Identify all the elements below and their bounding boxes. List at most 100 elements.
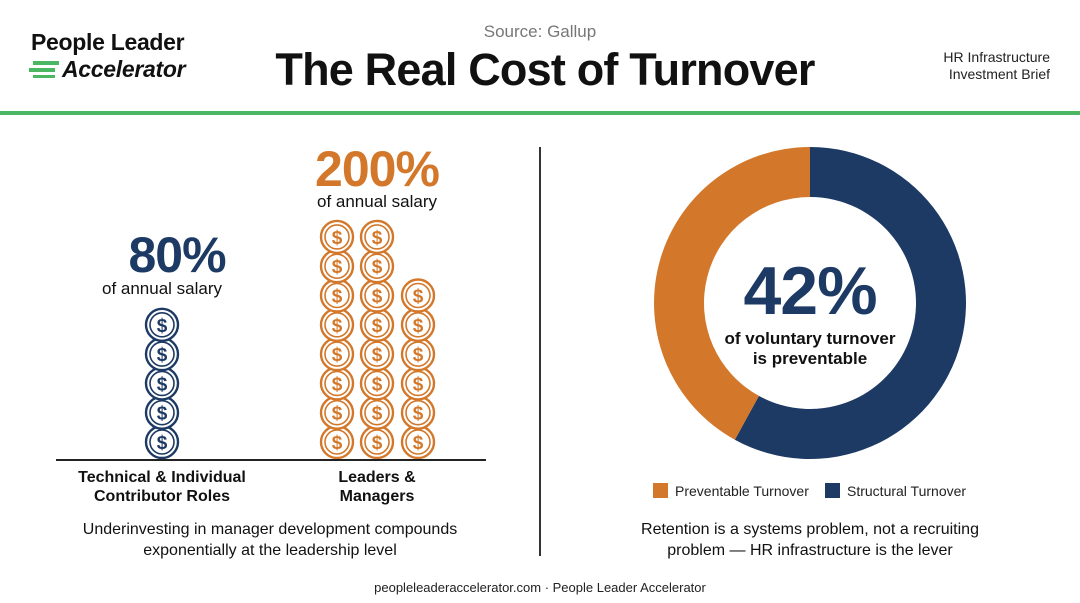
coin-dollar-glyph: $ — [332, 287, 343, 308]
source-label: Source: Gallup — [483, 22, 597, 41]
coin-dollar-glyph: $ — [413, 287, 424, 308]
left-caption-line1: Underinvesting in manager development co… — [82, 521, 458, 538]
coin-inner-ring — [324, 429, 350, 455]
coin-inner-ring — [405, 370, 431, 397]
dollar-coin-icon: $ — [359, 219, 395, 255]
coin-dollar-glyph: $ — [332, 228, 343, 249]
coin-dollar-glyph: $ — [332, 433, 343, 454]
dollar-coin-icon: $ — [144, 366, 180, 401]
dollar-coin-icon: $ — [359, 424, 395, 460]
chart-baseline — [56, 459, 486, 461]
dollar-coin-icon: $ — [319, 366, 355, 401]
coin-dollar-glyph: $ — [413, 404, 424, 425]
category-label-technical-line1: Technical & Individual — [78, 469, 246, 486]
coin-inner-ring — [364, 311, 390, 338]
bar-sublabel-leaders: of annual salary — [316, 192, 438, 211]
right-caption: Retention is a systems problem, not a re… — [600, 519, 1020, 561]
coin-dollar-glyph: $ — [157, 433, 168, 454]
dollar-coin-icon: $ — [319, 424, 355, 460]
left-caption-line2: exponentially at the leadership level — [143, 542, 397, 559]
coin-dollar-glyph: $ — [372, 345, 383, 366]
category-label-technical-line2: Contributor Roles — [94, 488, 230, 505]
right-caption-line1: Retention is a systems problem, not a re… — [641, 521, 979, 538]
coin-inner-ring — [405, 341, 431, 367]
coin-dollar-glyph: $ — [372, 374, 383, 395]
coin-dollar-glyph: $ — [372, 316, 383, 337]
coin-dollar-glyph: $ — [157, 374, 168, 395]
dollar-coin-icon: $ — [319, 278, 355, 313]
coin-inner-ring — [149, 429, 175, 455]
coin-inner-ring — [149, 399, 175, 426]
header-rule — [0, 111, 1080, 115]
coin-inner-ring — [149, 370, 175, 397]
dollar-coin-icon: $ — [359, 366, 395, 401]
coin-dollar-glyph: $ — [332, 257, 343, 278]
speed-lines-icon — [29, 61, 59, 78]
coin-dollar-glyph: $ — [413, 374, 424, 395]
center-divider — [539, 147, 541, 556]
coin-dollar-glyph: $ — [332, 316, 343, 337]
dollar-coin-icon: $ — [400, 336, 436, 372]
coin-inner-ring — [324, 282, 350, 309]
coin-inner-ring — [149, 341, 175, 367]
dollar-coin-icon: $ — [144, 395, 180, 430]
dollar-coin-icon: $ — [319, 395, 355, 430]
bar-sublabel-technical: of annual salary — [101, 279, 223, 298]
coin-inner-ring — [405, 429, 431, 455]
donut-chart — [654, 147, 966, 459]
page-title: The Real Cost of Turnover — [275, 44, 815, 95]
coin-bar-chart: $ $ $ $ $ $ $ $ $ $ $ $ $ $ $ $ $ $ $ $ $ $ $ $ $ $ $ — [144, 219, 436, 460]
category-label-leaders-line1: Leaders & — [338, 469, 416, 486]
coin-inner-ring — [324, 224, 350, 250]
coin-dollar-glyph: $ — [413, 345, 424, 366]
dollar-coin-icon: $ — [359, 395, 395, 430]
category-label-leaders-line2: Managers — [339, 488, 415, 505]
footer-text: peopleleaderaccelerator.com · People Lea… — [374, 580, 706, 595]
legend-swatch-preventable — [653, 483, 668, 498]
donut-center-text-line1: of voluntary turnover — [724, 329, 896, 348]
dollar-coin-icon: $ — [359, 278, 395, 313]
coin-dollar-glyph: $ — [332, 374, 343, 395]
brief-label: HR Infrastructure Investment Brief — [905, 49, 1050, 83]
donut-center-text-line2: is preventable — [752, 349, 868, 368]
category-label-leaders: Leaders & Managers — [297, 468, 457, 506]
donut-center-text: of voluntary turnover is preventable — [700, 329, 920, 369]
brief-line1: HR Infrastructure — [943, 49, 1050, 65]
dollar-coin-icon: $ — [400, 395, 436, 430]
dollar-coin-icon: $ — [359, 336, 395, 372]
coin-dollar-glyph: $ — [372, 257, 383, 278]
donut-center-value: 42% — [743, 253, 877, 329]
bar-value-label-technical: 80% — [128, 227, 226, 283]
coin-inner-ring — [364, 341, 390, 367]
coin-inner-ring — [405, 282, 431, 309]
coin-inner-ring — [324, 370, 350, 397]
dollar-coin-icon: $ — [400, 278, 436, 313]
coin-inner-ring — [405, 399, 431, 426]
coin-dollar-glyph: $ — [372, 228, 383, 249]
coin-dollar-glyph: $ — [413, 433, 424, 454]
donut-slice-preventable-turnover — [654, 147, 810, 440]
category-label-technical: Technical & Individual Contributor Roles — [62, 468, 262, 506]
coin-inner-ring — [364, 399, 390, 426]
dollar-coin-icon: $ — [400, 366, 436, 401]
coin-inner-ring — [364, 429, 390, 455]
coin-inner-ring — [324, 253, 350, 280]
dollar-coin-icon: $ — [359, 249, 395, 284]
dollar-coin-icon: $ — [319, 249, 355, 284]
dollar-coin-icon: $ — [359, 307, 395, 342]
coin-inner-ring — [405, 311, 431, 338]
right-caption-line2: problem — HR infrastructure is the lever — [667, 542, 953, 559]
dollar-coin-icon: $ — [319, 336, 355, 372]
dollar-coin-icon: $ — [144, 307, 180, 342]
coin-dollar-glyph: $ — [372, 404, 383, 425]
coin-dollar-glyph: $ — [413, 316, 424, 337]
legend-label-structural: Structural Turnover — [847, 483, 967, 499]
coin-dollar-glyph: $ — [157, 345, 168, 366]
dollar-coin-icon: $ — [144, 424, 180, 460]
coin-inner-ring — [364, 282, 390, 309]
legend-swatch-structural — [825, 483, 840, 498]
coin-inner-ring — [364, 224, 390, 250]
coin-inner-ring — [364, 253, 390, 280]
brief-line2: Investment Brief — [948, 66, 1050, 82]
dollar-coin-icon: $ — [144, 336, 180, 372]
